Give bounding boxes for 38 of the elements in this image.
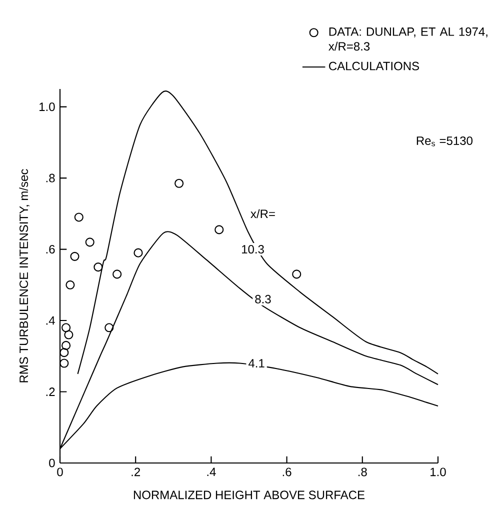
annotation: x/R= <box>250 209 275 218</box>
y-tick-label: .4 <box>46 316 55 325</box>
point <box>64 330 74 340</box>
annotation: 4.1 <box>248 359 264 368</box>
legend-label: CALCULATIONS <box>329 62 419 70</box>
x-tick-label: .4 <box>207 468 216 476</box>
legend-label: DATA: DUNLAP, ET AL 1974, x/R=8.3 <box>328 27 488 51</box>
point <box>85 238 94 247</box>
x-tick-label: .6 <box>282 468 292 476</box>
y-tick-label: .2 <box>46 388 55 396</box>
y-tick-label: .8 <box>46 174 55 182</box>
line-series <box>77 91 439 374</box>
point <box>62 323 71 332</box>
annotation: 10.3 <box>242 245 264 254</box>
y-tick-label: 1.0 <box>40 102 55 112</box>
point <box>66 280 75 290</box>
point <box>62 340 71 350</box>
y-axis-title: RMS TURBULENCE INTENSITY, m/sec <box>19 169 30 382</box>
point <box>134 248 143 258</box>
point <box>174 178 184 188</box>
x-tick-label: 0 <box>57 468 63 476</box>
point <box>214 225 224 234</box>
point <box>94 262 103 272</box>
point <box>60 348 69 358</box>
point <box>70 252 80 261</box>
x-axis-title: NORMALIZED HEIGHT ABOVE SURFACE <box>134 490 364 500</box>
point <box>292 270 302 279</box>
point <box>74 212 84 222</box>
x-tick-label: .8 <box>358 468 367 476</box>
annotation: Re$_{s}$ =5130 <box>416 136 472 146</box>
annotation: 8.3 <box>255 294 271 304</box>
x-tick-label: 1.0 <box>430 468 446 476</box>
point <box>60 358 69 368</box>
point <box>104 323 114 332</box>
point <box>112 270 122 279</box>
y-tick-label: 0 <box>49 458 55 468</box>
y-tick-label: .6 <box>46 245 55 254</box>
x-tick-label: .2 <box>132 468 140 476</box>
